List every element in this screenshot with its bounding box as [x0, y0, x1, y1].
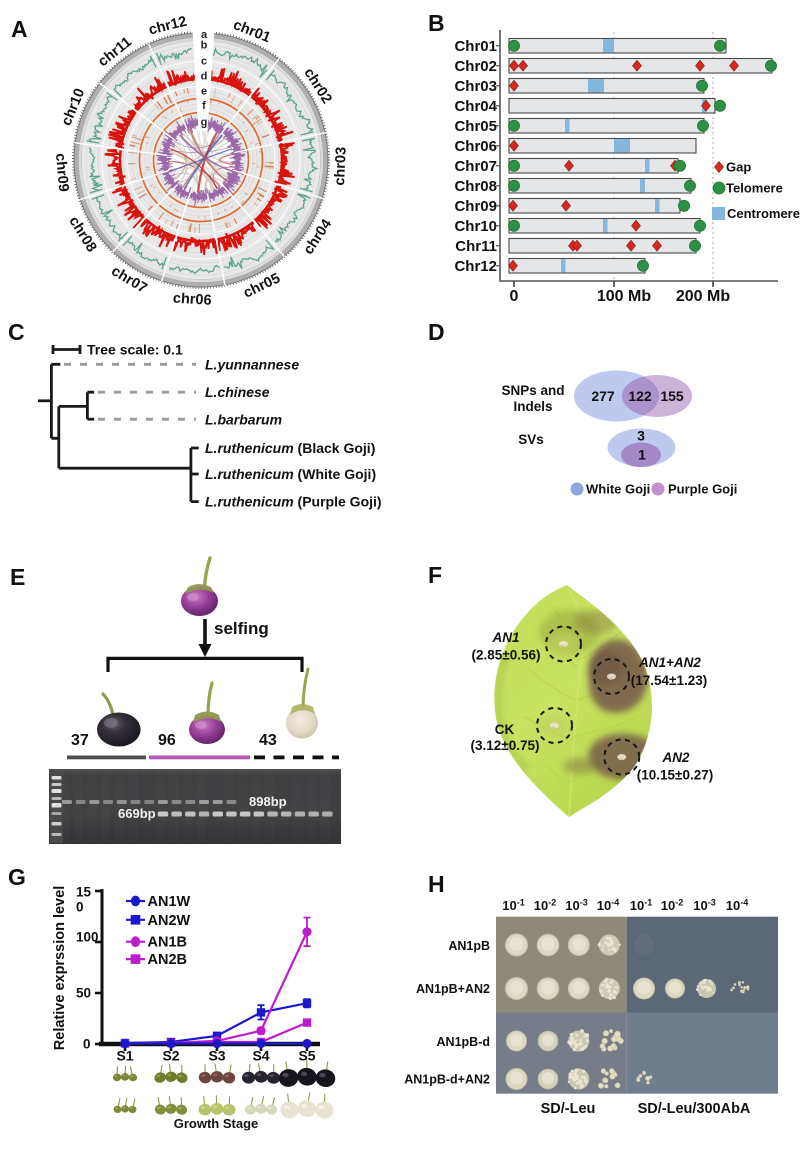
- svg-text:Chr01: Chr01: [454, 38, 497, 55]
- svg-text:AN1B: AN1B: [148, 935, 187, 951]
- svg-text:10-1: 10-1: [630, 898, 652, 914]
- svg-text:277: 277: [591, 388, 615, 404]
- svg-text:43: 43: [259, 732, 277, 749]
- svg-text:200 Mb: 200 Mb: [676, 288, 730, 305]
- svg-text:3: 3: [637, 428, 645, 444]
- svg-text:SNPs and: SNPs and: [501, 383, 564, 398]
- svg-text:AN1+AN2: AN1+AN2: [638, 655, 701, 670]
- svg-text:White Goji: White Goji: [586, 482, 650, 497]
- svg-text:122: 122: [628, 388, 652, 404]
- svg-text:(2.85±0.56): (2.85±0.56): [472, 648, 541, 663]
- svg-text:G: G: [8, 864, 26, 890]
- svg-text:H: H: [428, 871, 445, 897]
- svg-text:L.barbarum: L.barbarum: [205, 412, 282, 428]
- svg-text:10-4: 10-4: [726, 898, 748, 914]
- svg-text:Chr10: Chr10: [454, 218, 497, 235]
- svg-text:10-3: 10-3: [693, 898, 715, 914]
- svg-text:Chr11: Chr11: [455, 238, 497, 255]
- svg-text:Chr02: Chr02: [454, 58, 497, 75]
- svg-text:SD/-Leu: SD/-Leu: [541, 1101, 596, 1117]
- svg-text:96: 96: [158, 732, 176, 749]
- svg-text:c: c: [201, 56, 207, 68]
- svg-text:CK: CK: [495, 722, 515, 737]
- svg-text:f: f: [202, 100, 206, 112]
- svg-text:AN1: AN1: [491, 630, 519, 645]
- svg-text:Chr05: Chr05: [454, 118, 497, 135]
- svg-text:AN2B: AN2B: [148, 952, 187, 968]
- svg-text:10-4: 10-4: [597, 898, 619, 914]
- svg-text:S5: S5: [298, 1048, 315, 1064]
- svg-text:Chr03: Chr03: [454, 78, 497, 95]
- svg-text:Chr07: Chr07: [454, 158, 497, 175]
- svg-text:669bp: 669bp: [118, 806, 156, 821]
- svg-text:AN1pB+AN2: AN1pB+AN2: [416, 982, 490, 996]
- svg-text:100 Mb: 100 Mb: [597, 288, 651, 305]
- svg-text:50: 50: [76, 986, 91, 1001]
- svg-text:e: e: [201, 86, 207, 98]
- svg-text:AN1pB-d: AN1pB-d: [437, 1035, 490, 1049]
- svg-text:Tree scale: 0.1: Tree scale: 0.1: [87, 342, 183, 358]
- svg-text:Chr04: Chr04: [454, 98, 497, 115]
- svg-text:AN2W: AN2W: [148, 913, 191, 929]
- svg-text:d: d: [201, 71, 208, 83]
- svg-text:0: 0: [76, 900, 84, 915]
- svg-text:(3.12±0.75): (3.12±0.75): [471, 738, 540, 753]
- svg-text:g: g: [201, 117, 208, 129]
- svg-text:C: C: [8, 319, 25, 345]
- svg-text:L.ruthenicum (White Goji): L.ruthenicum (White Goji): [205, 466, 376, 482]
- svg-text:15: 15: [76, 885, 92, 900]
- svg-text:155: 155: [660, 388, 684, 404]
- svg-text:10-3: 10-3: [565, 898, 587, 914]
- svg-text:Chr12: Chr12: [454, 258, 497, 275]
- svg-text:Telomere: Telomere: [726, 181, 783, 196]
- svg-text:Gap: Gap: [726, 160, 751, 175]
- svg-text:Purple Goji: Purple Goji: [668, 482, 737, 497]
- svg-text:AN1pB: AN1pB: [448, 939, 490, 953]
- svg-text:E: E: [10, 564, 25, 590]
- svg-text:AN2: AN2: [661, 750, 689, 765]
- svg-text:SD/-Leu/300AbA: SD/-Leu/300AbA: [638, 1101, 751, 1117]
- svg-text:L.ruthenicum (Black Goji): L.ruthenicum (Black Goji): [205, 440, 375, 456]
- svg-text:10-2: 10-2: [661, 898, 683, 914]
- svg-text:0: 0: [83, 1037, 91, 1052]
- svg-text:Relative exprssion level: Relative exprssion level: [52, 886, 68, 1050]
- svg-text:chr09: chr09: [52, 153, 71, 193]
- svg-text:D: D: [428, 319, 445, 345]
- svg-text:Chr06: Chr06: [454, 138, 497, 155]
- svg-text:selfing: selfing: [214, 619, 269, 638]
- svg-text:100: 100: [76, 930, 99, 945]
- svg-text:chr03: chr03: [332, 147, 350, 186]
- svg-text:1: 1: [638, 447, 646, 463]
- svg-text:F: F: [428, 562, 442, 588]
- svg-text:(10.15±0.27): (10.15±0.27): [637, 768, 713, 783]
- svg-text:S4: S4: [252, 1048, 269, 1064]
- svg-text:b: b: [201, 40, 208, 52]
- svg-text:898bp: 898bp: [249, 794, 287, 809]
- svg-text:10-2: 10-2: [534, 898, 556, 914]
- svg-text:L.chinese: L.chinese: [205, 384, 270, 400]
- svg-text:10-1: 10-1: [502, 898, 524, 914]
- svg-text:Centromere: Centromere: [727, 206, 800, 221]
- svg-text:S1: S1: [116, 1048, 133, 1064]
- svg-text:AN1pB-d+AN2: AN1pB-d+AN2: [404, 1073, 490, 1087]
- svg-text:0: 0: [510, 288, 519, 305]
- svg-text:chr06: chr06: [172, 290, 212, 308]
- svg-text:Indels: Indels: [513, 399, 552, 414]
- svg-text:B: B: [428, 10, 445, 36]
- svg-text:SVs: SVs: [518, 432, 544, 447]
- svg-text:AN1W: AN1W: [148, 894, 191, 910]
- svg-text:Chr08: Chr08: [454, 178, 497, 195]
- svg-text:S3: S3: [208, 1048, 225, 1064]
- svg-text:Growth Stage: Growth Stage: [174, 1116, 259, 1131]
- svg-text:37: 37: [71, 732, 89, 749]
- svg-text:(17.54±1.23): (17.54±1.23): [631, 673, 707, 688]
- svg-text:S2: S2: [162, 1048, 179, 1064]
- svg-text:L.ruthenicum (Purple Goji): L.ruthenicum (Purple Goji): [205, 494, 382, 510]
- svg-text:a: a: [201, 29, 208, 41]
- svg-text:L.yunnannese: L.yunnannese: [205, 357, 299, 373]
- svg-text:A: A: [11, 16, 28, 42]
- svg-text:Chr09: Chr09: [454, 198, 497, 215]
